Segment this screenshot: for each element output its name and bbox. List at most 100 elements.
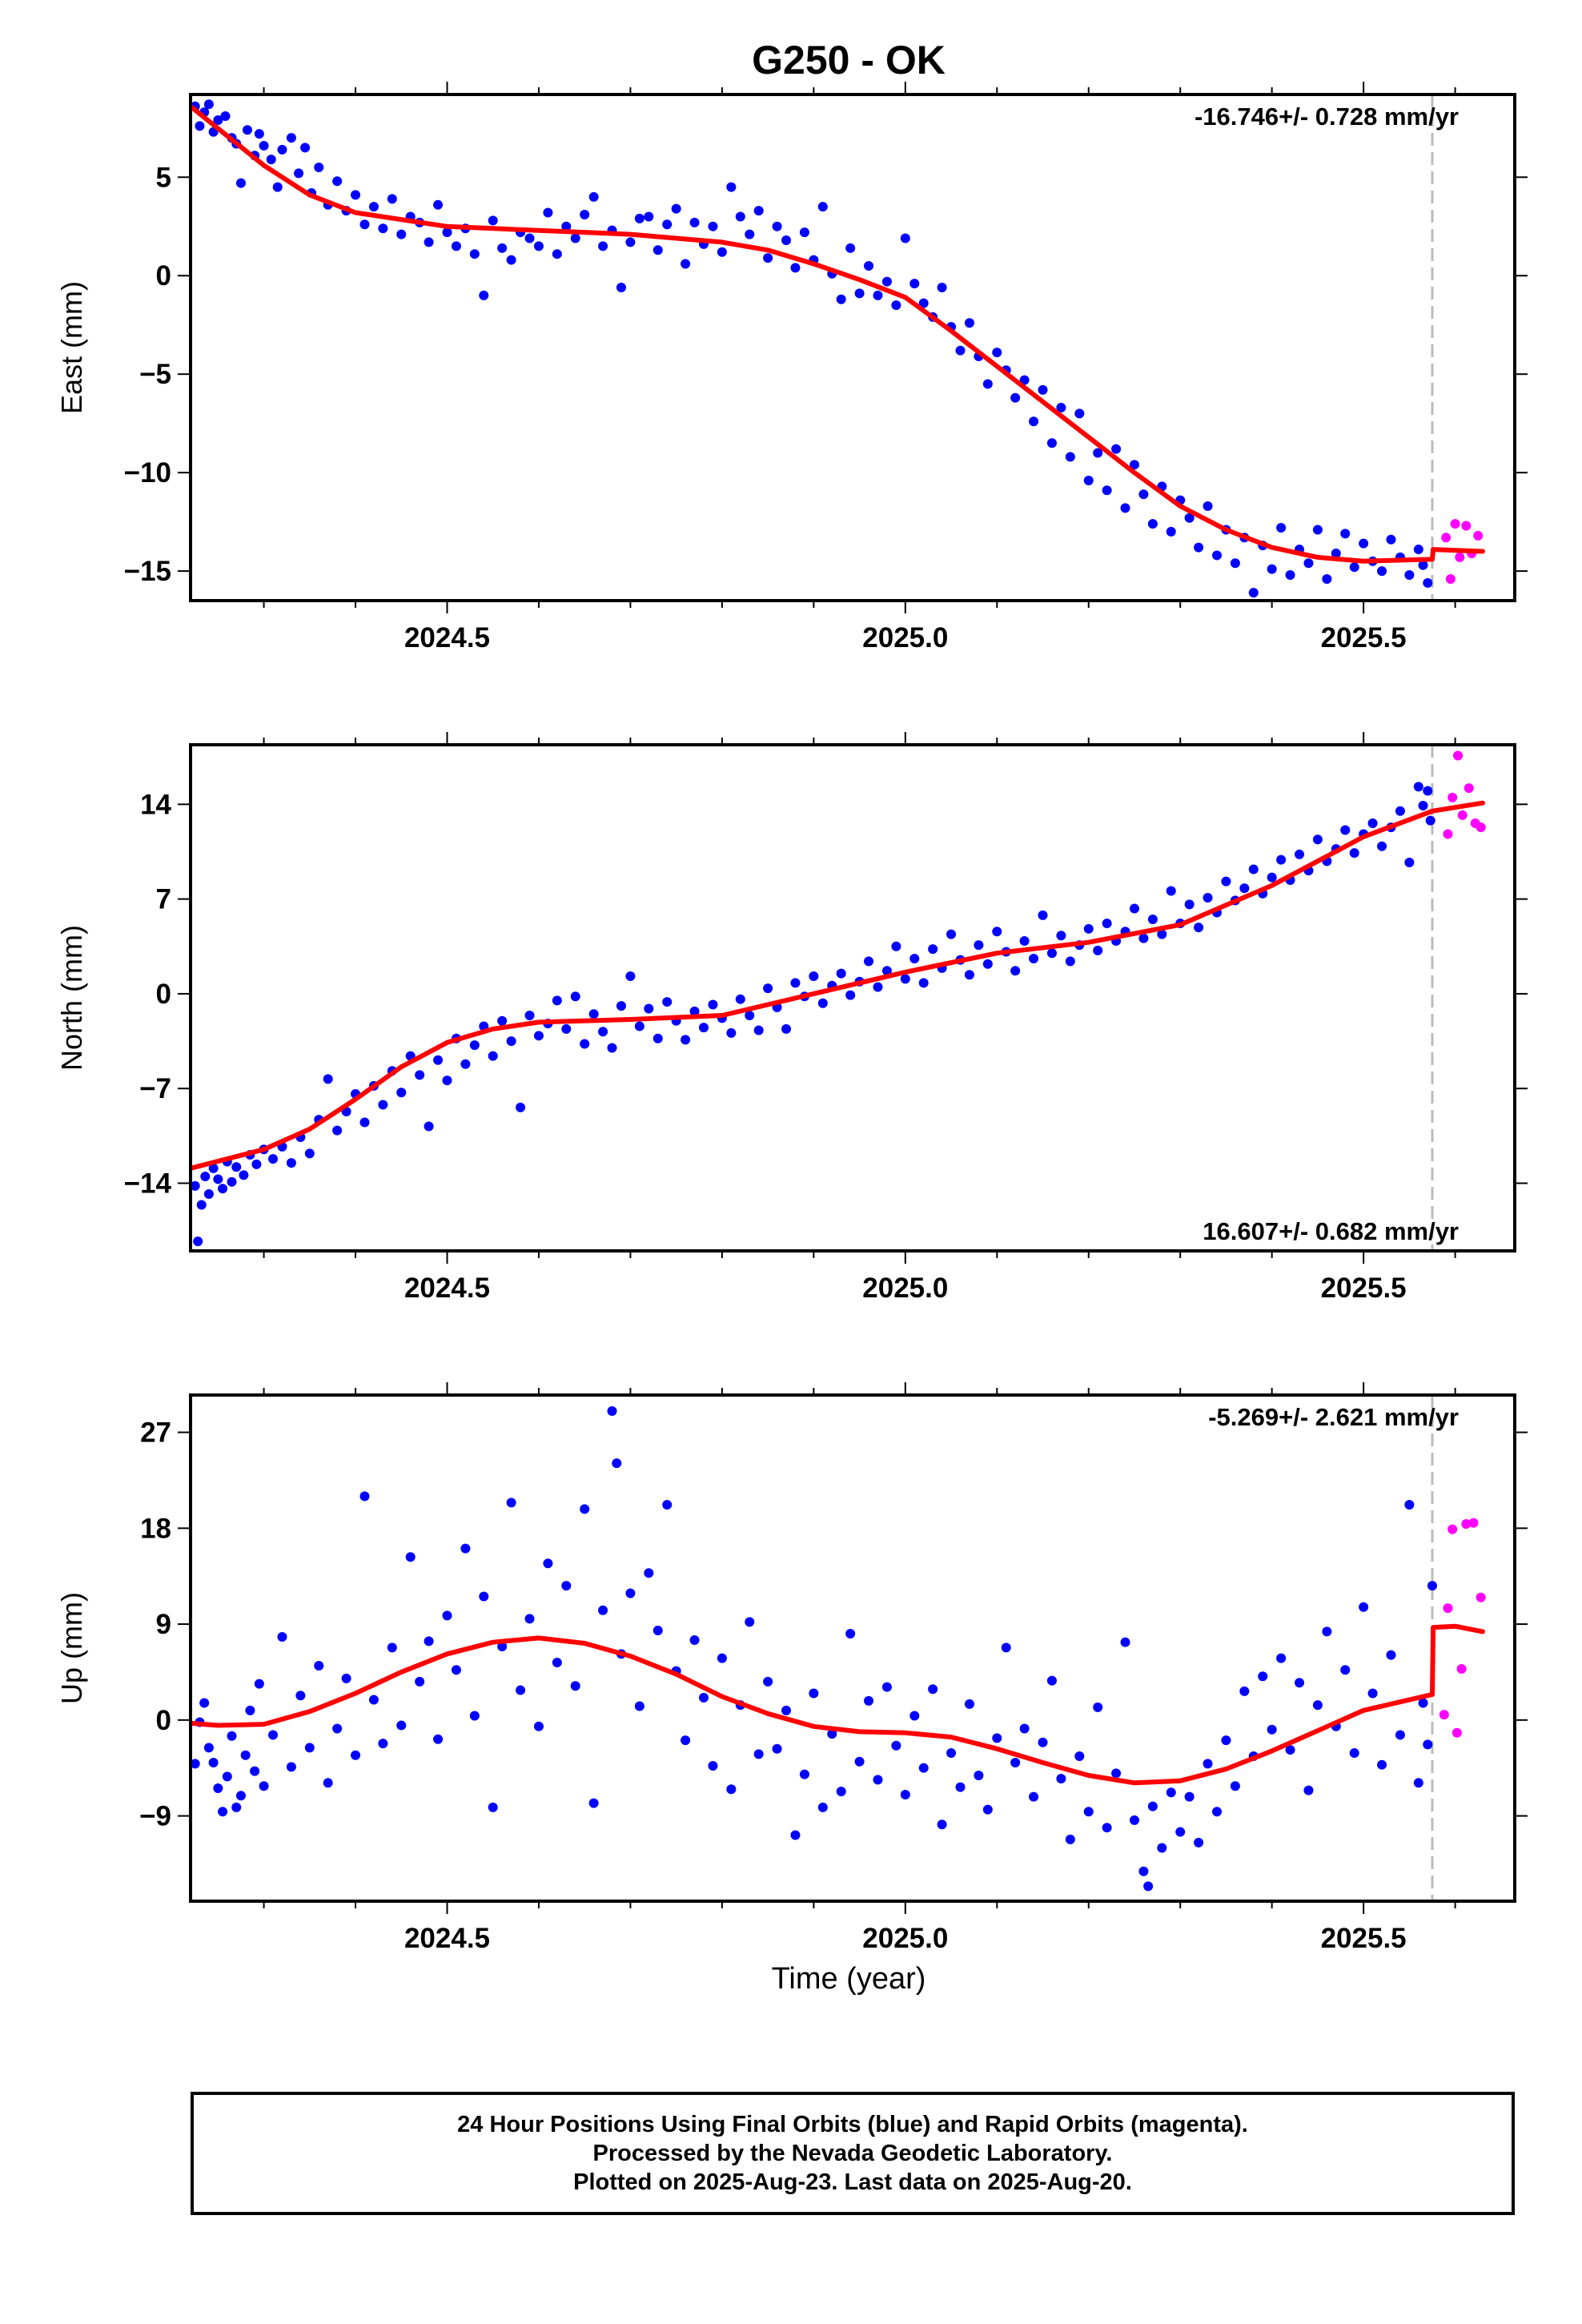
north-final-point [790,978,801,988]
north-final-point [200,1172,211,1182]
up-final-point [552,1657,562,1667]
up-final-point [1211,1807,1222,1817]
north-final-point [1312,834,1323,845]
up-final-point [607,1405,617,1416]
east-final-point [817,202,828,212]
up-ytick-label: −9 [139,1801,171,1832]
north-final-point [208,1163,219,1173]
north-final-point [753,1025,764,1035]
up-final-point [1157,1843,1167,1853]
east-final-point [1074,408,1085,419]
north-y-axis-label: North (mm) [55,925,88,1071]
north-final-point [442,1076,452,1086]
east-frame [189,93,1516,602]
up-final-point [304,1743,315,1753]
east-final-point [1285,570,1295,581]
east-final-point [1056,403,1066,413]
north-model-curve [191,800,1485,1171]
up-final-point [1367,1688,1378,1699]
east-final-point [213,115,223,125]
north-rapid-point [1443,829,1453,839]
up-final-point [415,1676,425,1687]
up-final-point [681,1735,691,1746]
east-final-point [1065,452,1075,462]
north-final-point [928,944,938,955]
up-final-point [433,1734,444,1744]
east-final-point [598,241,608,251]
north-final-point [662,997,673,1007]
east-final-point [469,249,480,259]
up-final-point [227,1731,237,1741]
up-final-point [1019,1723,1030,1734]
north-final-point [191,1180,200,1191]
up-final-point [992,1733,1002,1743]
east-xtick-label: 2025.5 [1321,622,1407,653]
up-xtick-label: 2025.0 [862,1923,948,1954]
north-final-point [809,971,819,981]
up-final-point [1065,1834,1075,1844]
up-final-point [1129,1815,1139,1825]
up-frame [189,1393,1516,1903]
north-final-point [735,994,745,1004]
up-rapid-point [1447,1524,1458,1534]
east-final-point [1029,416,1039,427]
east-final-point [524,233,535,243]
north-final-point [1413,782,1423,792]
up-final-point [634,1701,644,1711]
up-rapid-point [1443,1603,1453,1614]
up-final-point [1120,1637,1130,1647]
up-ytick-label: 18 [140,1513,171,1544]
north-final-point [516,1102,526,1112]
north-final-point [982,959,993,969]
east-final-point [277,144,287,155]
up-final-point [479,1591,489,1602]
north-final-point [1093,945,1103,955]
east-final-point [717,247,727,257]
east-final-point [552,249,562,259]
east-final-point [1120,503,1130,513]
up-final-point [854,1756,865,1767]
north-rate-label: 16.607+/- 0.682 mm/yr [1203,1217,1459,1245]
north-final-point [1046,948,1057,959]
north-frame [189,743,1516,1252]
east-final-point [790,263,801,273]
east-final-point [259,140,269,151]
up-xtick-label: 2025.5 [1321,1923,1407,1954]
east-rapid-point [1441,533,1452,543]
up-final-point [359,1491,370,1502]
north-final-point [524,1010,535,1020]
up-final-point [1056,1773,1066,1783]
north-final-point [616,1001,626,1011]
up-final-point [1175,1827,1186,1837]
up-final-point [662,1500,673,1510]
up-final-point [1312,1700,1323,1711]
up-final-point [277,1632,287,1642]
up-final-point [405,1552,416,1562]
up-final-point [1111,1768,1122,1779]
north-final-point [1367,818,1378,829]
east-final-point [836,294,846,304]
east-final-point [351,190,361,200]
north-final-point [681,1035,691,1045]
north-final-point [552,995,562,1006]
north-xtick-label: 2025.5 [1321,1273,1407,1304]
up-final-point [588,1798,599,1808]
north-final-point [213,1174,223,1184]
up-ytick-label: 27 [140,1417,171,1449]
north-final-point [836,968,846,979]
up-final-point [533,1721,544,1731]
east-final-point [634,213,644,223]
up-final-point [208,1758,219,1768]
up-final-point [1239,1686,1250,1696]
north-final-point [864,956,874,967]
up-final-point [873,1775,883,1785]
up-final-point [836,1786,846,1796]
north-final-point [424,1121,434,1132]
north-final-point [1166,886,1176,896]
north-final-point [193,1236,203,1247]
north-final-point [1423,786,1433,796]
north-final-point [726,1027,737,1038]
up-final-point [543,1558,553,1569]
up-final-point [1285,1745,1295,1755]
north-final-point [652,1033,663,1043]
